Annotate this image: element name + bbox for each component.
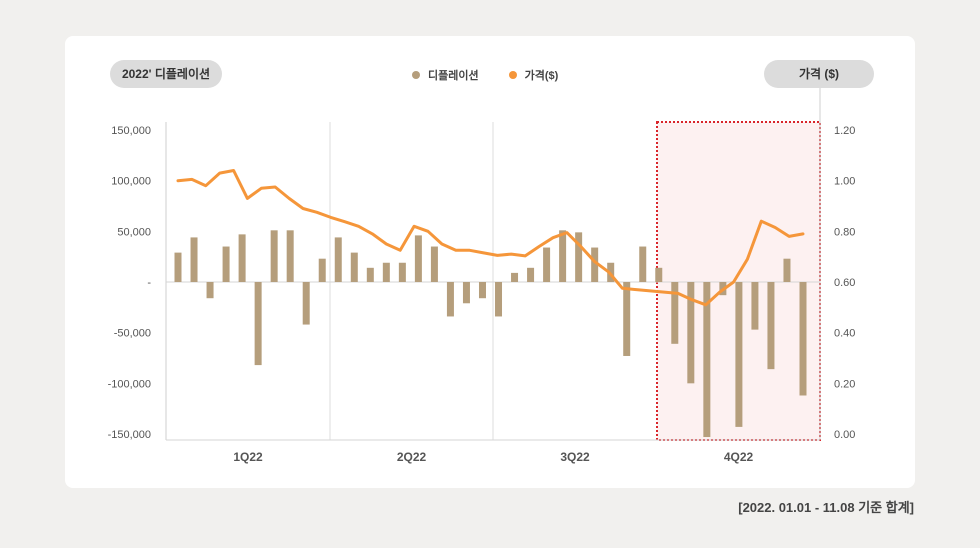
- left-tick-label: -: [147, 277, 151, 289]
- deflation-bar: [559, 230, 567, 282]
- chart-legend: 디플레이션 가격($): [412, 67, 588, 83]
- deflation-bar: [222, 246, 230, 282]
- deflation-bar: [783, 258, 791, 282]
- right-axis-pill: 가격 ($): [764, 60, 874, 88]
- deflation-bar: [639, 246, 647, 282]
- left-tick-label: 50,000: [117, 226, 151, 238]
- price-line: [176, 169, 805, 307]
- deflation-bar: [543, 247, 551, 282]
- left-tick-label: -100,000: [108, 378, 151, 390]
- deflation-bar: [735, 282, 743, 427]
- deflation-bar: [591, 247, 599, 282]
- legend-item-line: 가격($): [508, 67, 559, 83]
- deflation-bar: [254, 282, 262, 366]
- deflation-bar: [799, 282, 807, 396]
- deflation-bar: [414, 235, 422, 282]
- deflation-bar: [575, 232, 583, 282]
- deflation-bar: [767, 282, 775, 370]
- legend-item-bar: 디플레이션: [412, 67, 479, 83]
- right-tick-label: 0.00: [834, 429, 855, 441]
- left-tick-label: 150,000: [111, 125, 151, 137]
- right-tick-label: 0.40: [834, 328, 855, 340]
- deflation-bar: [174, 252, 182, 282]
- deflation-bar: [495, 282, 503, 317]
- deflation-bar: [527, 267, 535, 282]
- deflation-bar: [366, 267, 374, 282]
- deflation-bar: [382, 262, 390, 282]
- left-axis-pill: 2022' 디플레이션: [110, 60, 222, 88]
- deflation-bar: [623, 282, 631, 356]
- deflation-bar: [703, 282, 711, 438]
- quarter-label: 2Q22: [397, 450, 427, 464]
- quarter-label: 4Q22: [724, 450, 754, 464]
- deflation-bar: [270, 230, 278, 282]
- legend-bar-swatch: [412, 71, 420, 79]
- deflation-bar: [430, 246, 438, 282]
- deflation-bar: [206, 282, 214, 299]
- deflation-bar: [334, 237, 342, 282]
- deflation-bar: [350, 252, 358, 282]
- deflation-bar: [398, 262, 406, 282]
- deflation-bar: [462, 282, 470, 304]
- deflation-bar: [286, 230, 294, 282]
- deflation-bar: [478, 282, 486, 299]
- left-tick-label: -150,000: [108, 429, 151, 441]
- legend-line-label: 가격($): [524, 70, 559, 82]
- right-tick-label: 0.60: [834, 277, 855, 289]
- deflation-bar: [687, 282, 695, 384]
- right-tick-label: 0.80: [834, 226, 855, 238]
- deflation-bar: [751, 282, 759, 330]
- date-range-footnote: [2022. 01.01 - 11.08 기준 합계]: [738, 500, 914, 515]
- deflation-bar: [655, 267, 663, 282]
- left-tick-label: -50,000: [114, 328, 151, 340]
- right-tick-label: 0.20: [834, 378, 855, 390]
- deflation-bar: [446, 282, 454, 317]
- deflation-bar: [511, 272, 519, 282]
- deflation-bar: [190, 237, 198, 282]
- deflation-bar: [671, 282, 679, 344]
- deflation-bar: [318, 258, 326, 282]
- left-tick-label: 100,000: [111, 176, 151, 188]
- quarter-label: 1Q22: [233, 450, 263, 464]
- right-tick-label: 1.00: [834, 176, 855, 188]
- legend-line-swatch: [508, 71, 517, 79]
- right-tick-label: 1.20: [834, 125, 855, 137]
- deflation-bar: [238, 234, 246, 282]
- deflation-bar: [302, 282, 310, 325]
- quarter-label: 3Q22: [560, 450, 590, 464]
- legend-bar-label: 디플레이션: [428, 70, 479, 82]
